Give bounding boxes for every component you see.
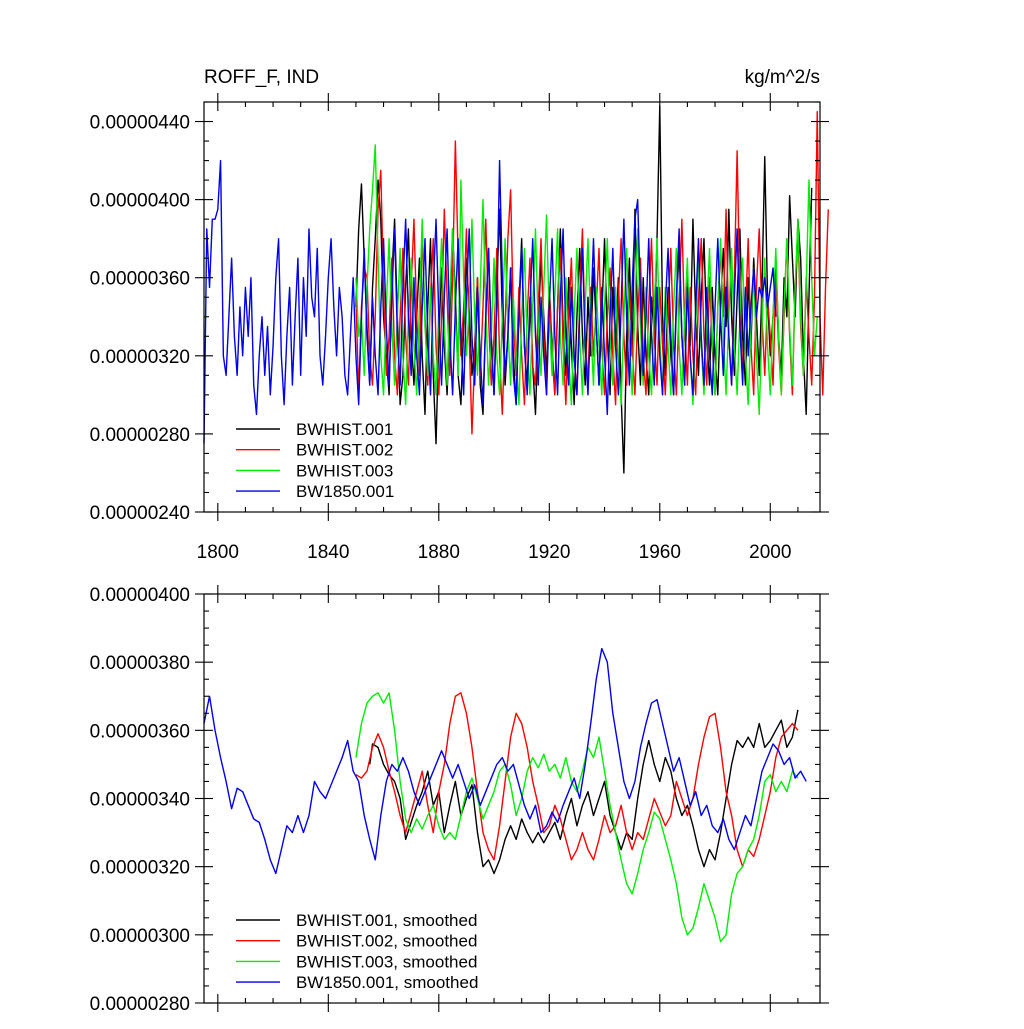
y-tick-label: 0.00000440	[90, 113, 190, 134]
x-tick-label: 1840	[307, 542, 349, 563]
panel-top-frame	[203, 101, 821, 513]
series-line-bwhist-003	[355, 144, 818, 416]
x-tick-label: 1880	[418, 542, 460, 563]
panel-bottom: 0.00000280 0.00000300 0.00000320 0.00000340…	[90, 585, 829, 1015]
y-tick-label: 0.00000400	[90, 585, 190, 606]
y-tick-label: 0.00000320	[90, 858, 190, 879]
legend-label: BWHIST.002	[296, 441, 393, 460]
x-tick-label: 1920	[528, 542, 570, 563]
y-tick-label: 0.00000400	[90, 191, 190, 212]
x-tick-label: 2000	[749, 542, 791, 563]
legend-label: BWHIST.003, smoothed	[296, 952, 477, 971]
y-tick-label: 0.00000340	[90, 790, 190, 811]
panel-bottom-frame	[203, 593, 821, 1004]
panel-bottom-series	[203, 647, 807, 943]
y-tick-label: 0.00000360	[90, 721, 190, 742]
legend-label: BWHIST.001, smoothed	[296, 911, 477, 930]
series-line-bwhist-002	[355, 111, 829, 435]
legend-label: BW1850.001, smoothed	[296, 973, 478, 992]
panel-top-ticks: 1800 1840 1880 1920 1960 2000 0.00000240 0.0000…	[90, 93, 829, 563]
series-line-bwhist-002-smoothed	[355, 692, 799, 868]
panel-top: ROFF_F, IND kg/m^2/s 1800 1840 1880 1920 196…	[90, 67, 829, 563]
y-tick-label: 0.00000380	[90, 653, 190, 674]
panel-top-series	[203, 105, 829, 474]
y-tick-label: 0.00000320	[90, 347, 190, 368]
x-tick-label: 1800	[197, 542, 239, 563]
y-tick-label: 0.00000280	[90, 994, 190, 1015]
series-line-bw1850-001-smoothed	[203, 647, 807, 875]
y-tick-label: 0.00000280	[90, 425, 190, 446]
panel-bottom-legend: BWHIST.001, smoothed BWHIST.002, smoothed…	[236, 911, 478, 992]
panel-title-units: kg/m^2/s	[745, 67, 820, 88]
legend-label: BWHIST.003	[296, 461, 393, 480]
series-line-bw1850-001	[203, 159, 777, 444]
y-tick-label: 0.00000360	[90, 269, 190, 290]
y-tick-label: 0.00000300	[90, 926, 190, 947]
y-tick-label: 0.00000240	[90, 503, 190, 524]
x-tick-label: 1960	[639, 542, 681, 563]
legend-label: BWHIST.001	[296, 420, 393, 439]
panel-bottom-ticks: 0.00000280 0.00000300 0.00000320 0.00000340…	[90, 585, 829, 1015]
panel-title-left: ROFF_F, IND	[204, 67, 319, 88]
series-line-bwhist-003-smoothed	[355, 692, 799, 943]
legend-label: BWHIST.002, smoothed	[296, 932, 477, 951]
legend-label: BW1850.001	[296, 482, 394, 501]
